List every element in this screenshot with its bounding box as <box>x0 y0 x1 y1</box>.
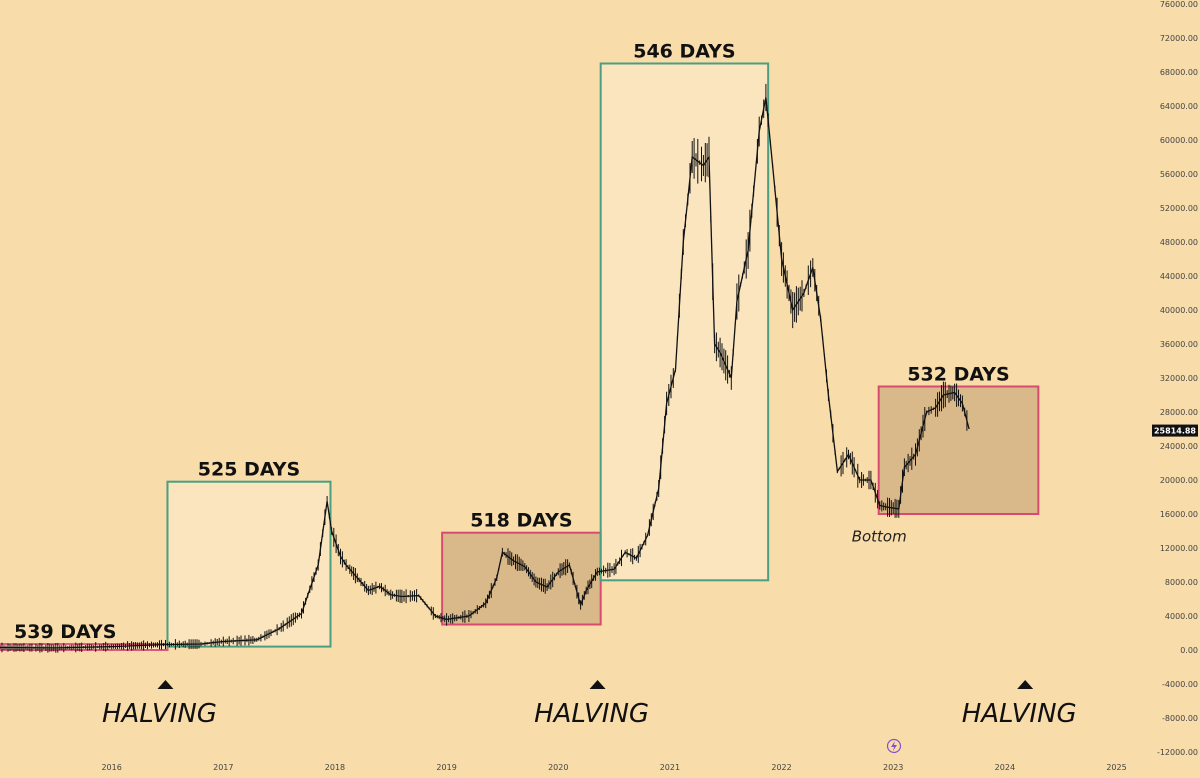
price-tick-label: -8000.00 <box>1162 714 1198 723</box>
price-tick-label: 56000.00 <box>1160 170 1198 179</box>
price-tick-label: 4000.00 <box>1165 612 1198 621</box>
year-tick-label: 2016 <box>101 763 121 772</box>
price-series <box>0 83 970 653</box>
price-tick-label: 68000.00 <box>1160 68 1198 77</box>
price-tick-label: 40000.00 <box>1160 306 1198 315</box>
price-tick-label: 48000.00 <box>1160 238 1198 247</box>
price-tick-label: 24000.00 <box>1160 442 1198 451</box>
time-axis[interactable]: 2016 2017 2018 2019 2020 2021 2022 2023 2024 2025 <box>101 763 1126 772</box>
cycle-boxes <box>0 62 1040 651</box>
price-tick-label: 0.00 <box>1180 646 1198 655</box>
halving-markers: HALVING HALVING HALVING <box>102 680 1077 729</box>
cycle-label-3: 518 DAYS <box>470 510 572 532</box>
price-tick-label: 72000.00 <box>1160 34 1198 43</box>
cycle-label-4: 546 DAYS <box>633 41 735 63</box>
year-tick-label: 2017 <box>213 763 233 772</box>
price-tick-label: 28000.00 <box>1160 408 1198 417</box>
price-tick-label: 60000.00 <box>1160 136 1198 145</box>
price-tick-label: 12000.00 <box>1160 544 1198 553</box>
price-tick-label: 32000.00 <box>1160 374 1198 383</box>
price-tick-label: 52000.00 <box>1160 204 1198 213</box>
cycle-box-5 <box>877 385 1040 515</box>
year-tick-label: 2018 <box>325 763 345 772</box>
halving-arrow-icon <box>1017 680 1034 689</box>
price-tick-label: 44000.00 <box>1160 272 1198 281</box>
cycle-box-4 <box>599 62 770 582</box>
price-tick-label: 20000.00 <box>1160 476 1198 485</box>
cycle-label-5: 532 DAYS <box>907 364 1009 386</box>
cycle-label-2: 525 DAYS <box>198 459 300 481</box>
cycle-label-1: 539 DAYS <box>14 621 116 643</box>
price-tick-label: 76000.00 <box>1160 0 1198 9</box>
price-tick-label: -4000.00 <box>1162 680 1198 689</box>
price-tick-label: -12000.00 <box>1157 748 1198 757</box>
year-tick-label: 2019 <box>436 763 456 772</box>
year-tick-label: 2021 <box>660 763 680 772</box>
price-line <box>0 97 970 649</box>
price-tick-label: 16000.00 <box>1160 510 1198 519</box>
year-tick-label: 2024 <box>995 763 1015 772</box>
bolt-icon[interactable] <box>886 738 902 754</box>
halving-arrow-icon <box>157 680 174 689</box>
price-tick-label: 8000.00 <box>1165 578 1198 587</box>
cycle-labels: 539 DAYS 525 DAYS 518 DAYS 546 DAYS 532 DAYS… <box>14 41 1010 644</box>
note-label-bottom: Bottom <box>852 527 907 545</box>
year-tick-label: 2025 <box>1106 763 1126 772</box>
halving-label-3: HALVING <box>962 699 1077 729</box>
year-tick-label: 2020 <box>548 763 568 772</box>
year-tick-label: 2022 <box>771 763 791 772</box>
cycle-box-3 <box>441 531 602 626</box>
price-axis[interactable]: 76000.00 72000.00 68000.00 64000.00 60000.00… <box>1152 0 1198 757</box>
chart-extras <box>886 738 902 754</box>
last-price-label: 25814.88 <box>1154 427 1196 436</box>
year-tick-label: 2023 <box>883 763 903 772</box>
price-tick-label: 36000.00 <box>1160 340 1198 349</box>
price-tick-label: 64000.00 <box>1160 102 1198 111</box>
last-price-badge <box>1152 424 1198 437</box>
cycle-box-2 <box>166 480 332 648</box>
halving-arrow-icon <box>589 680 606 689</box>
halving-label-1: HALVING <box>102 699 217 729</box>
halving-label-2: HALVING <box>534 699 649 729</box>
